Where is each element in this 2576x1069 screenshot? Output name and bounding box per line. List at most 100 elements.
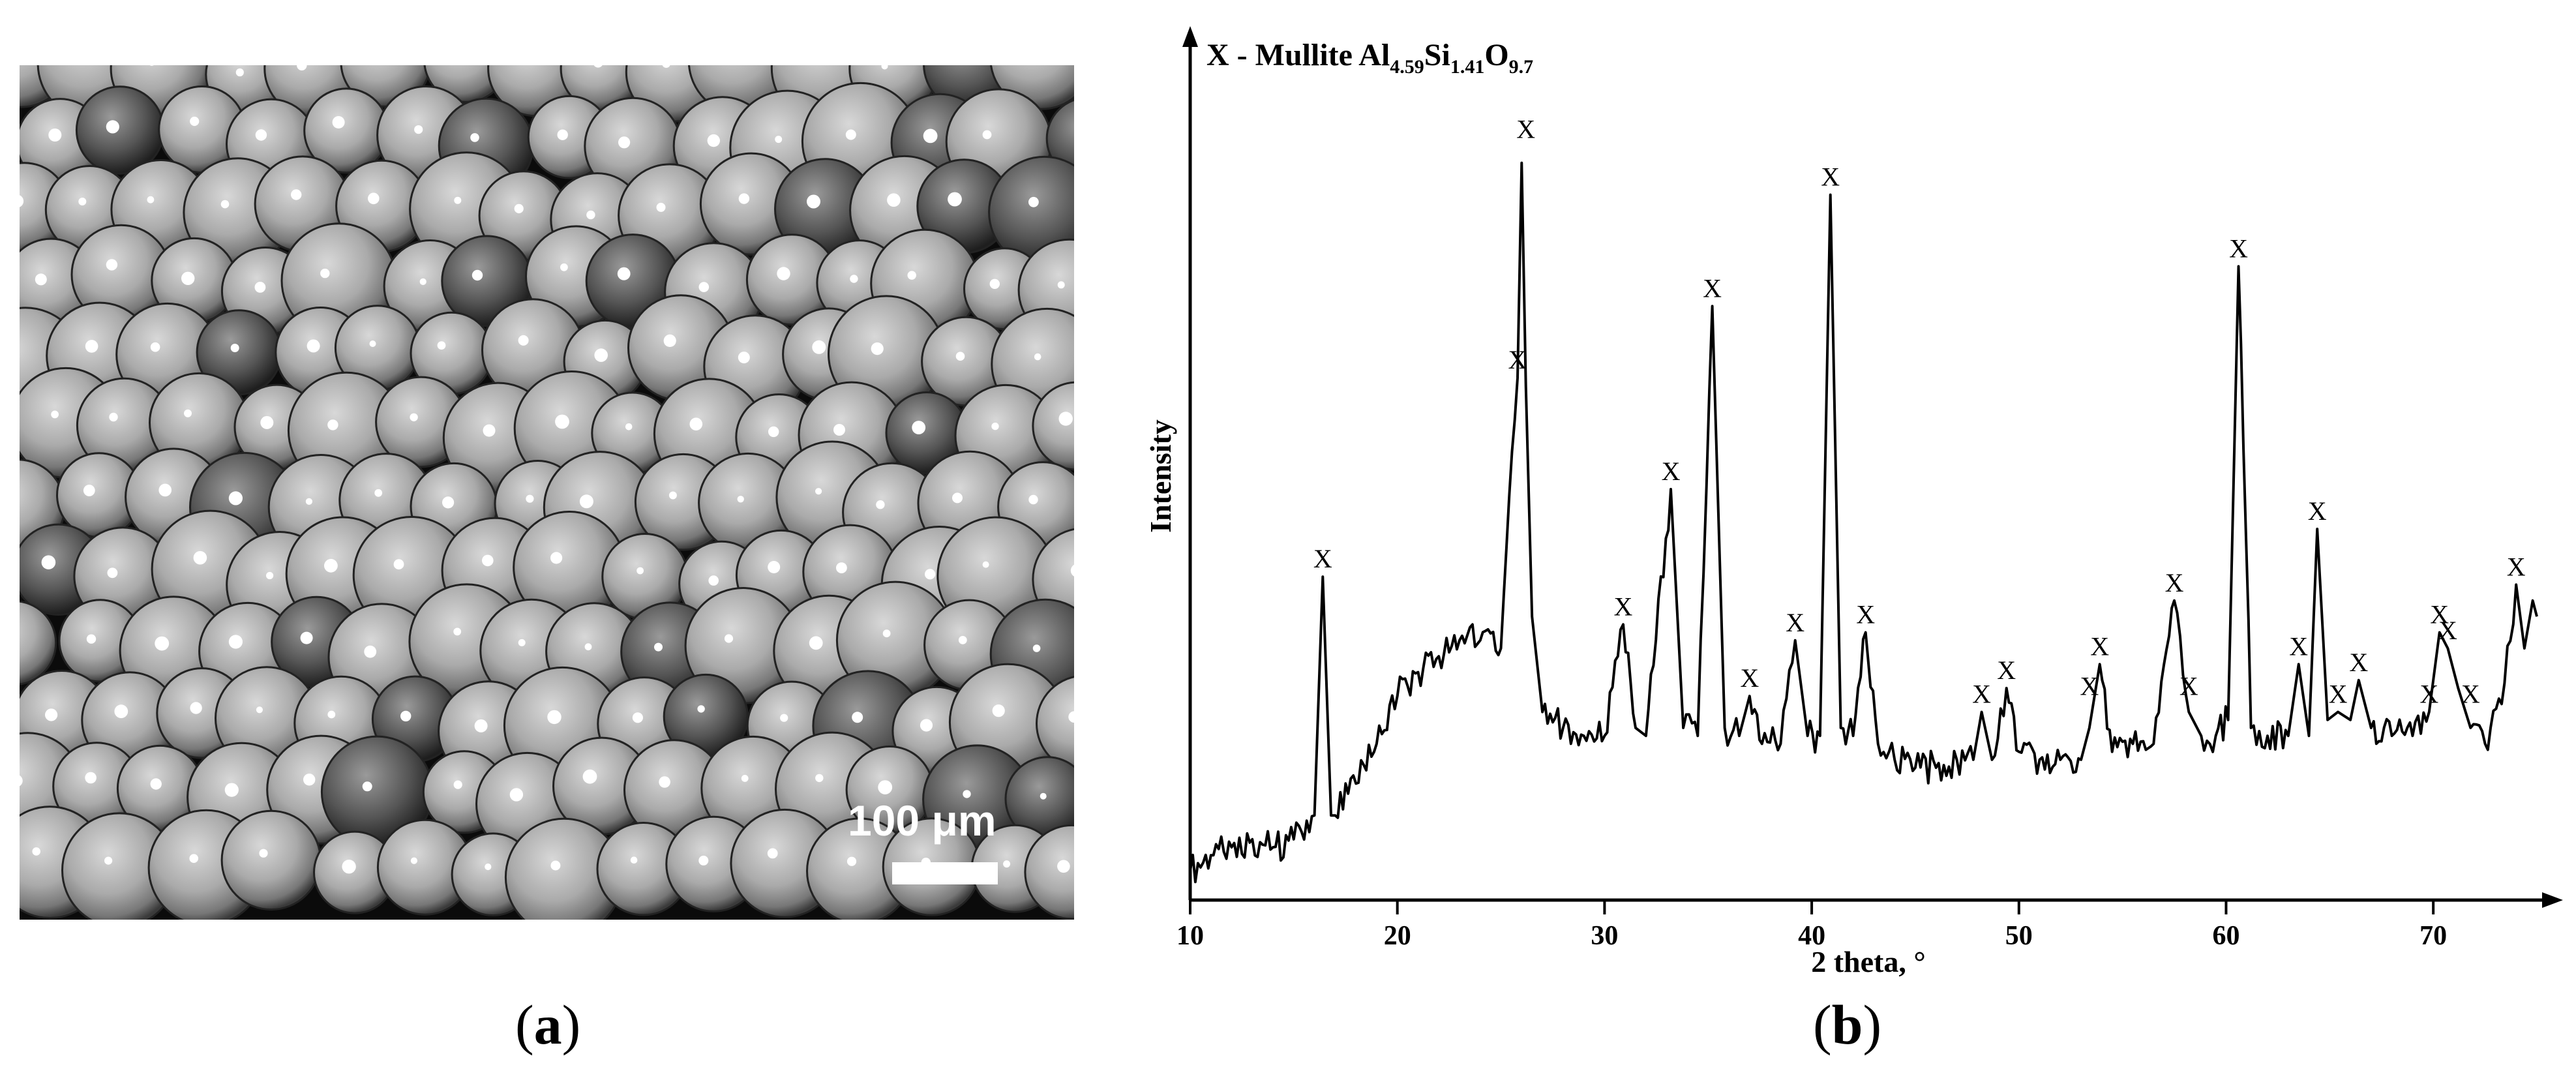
particle-highlight [815,774,824,783]
x-tick-label: 50 [2005,921,2033,951]
particle-highlight [654,642,663,652]
scale-bar-label: 100 μm [848,796,996,845]
particle-highlight [509,788,524,802]
sem-micrograph-image [20,65,1074,920]
y-axis-label: Intensity [1144,419,1177,533]
particle-highlight [189,854,199,863]
particle-highlight [698,282,710,292]
particle-highlight [836,562,847,573]
particle-highlight [327,419,338,430]
particle-highlight [948,192,962,207]
peak-marker-label: X [1997,655,2016,685]
particle-highlight [518,335,529,346]
particle-highlight [228,491,243,505]
particle-highlight [1032,644,1041,652]
panel-b-caption: (b) [1813,993,1882,1056]
particle-highlight [594,348,608,362]
particle-highlight [920,719,933,732]
particle-highlight [668,491,677,500]
particle-highlight [107,567,118,579]
peak-marker-label: X [1313,544,1332,573]
particle-highlight [410,857,418,864]
peak-marker-label: X [1662,457,1681,486]
particle-highlight [181,271,195,285]
particle-highlight [777,267,790,280]
particle-highlight [254,282,266,293]
particle-highlight [833,424,845,436]
particle-highlight [106,259,118,271]
particle-highlight [109,412,118,422]
particle-highlight [193,550,207,565]
particle-highlight [85,340,98,353]
peak-marker-label: X [2438,616,2457,645]
particle-highlight [327,710,336,719]
peak-marker-label: X [2430,600,2449,629]
particle-highlight [220,200,230,209]
particle-highlight [470,133,479,142]
particle-highlight [989,279,1000,289]
particle-highlight [963,790,971,798]
particle-highlight [689,417,703,430]
particle-highlight [697,705,705,713]
particle-highlight [617,267,631,280]
particle-highlight [474,719,488,732]
particle-highlight [550,552,563,564]
particle-highlight [881,65,888,70]
particle-highlight [83,485,95,496]
particle-highlight [266,571,274,580]
peak-marker-label: X [1972,680,1991,709]
particle-highlight [485,863,492,871]
particle-highlight [845,129,856,140]
particle-highlight [982,130,992,140]
particle-highlight [555,414,569,429]
peak-marker-label: X [1821,162,1840,192]
x-tick-label: 60 [2212,921,2239,951]
particle-highlight [472,269,483,281]
particle-highlight [32,847,40,856]
particle-highlight [483,424,496,437]
particle-highlight [707,134,721,147]
x-axis-label: 2 theta, ° [1811,945,1926,978]
x-tick-label: 40 [1798,921,1825,951]
particle-highlight [992,704,1005,717]
particle-highlight [303,774,316,786]
particle-highlight [1070,564,1074,577]
particle-highlight [768,426,779,438]
particle-highlight [332,116,345,128]
particle-highlight [1028,494,1038,505]
particle-highlight [807,194,820,209]
particle-highlight [362,781,372,792]
peak-marker-label: X [2461,680,2480,709]
particle-highlight [453,780,462,789]
particle-highlight [625,423,633,430]
particle-highlight [912,421,926,434]
particle-highlight [1040,792,1047,800]
x-tick-label: 30 [1591,921,1618,951]
particle-highlight [878,780,893,794]
particle-highlight [300,631,313,644]
particle-highlight [368,192,380,205]
peak-marker-label: X [1856,600,1875,629]
particle-highlight [662,65,670,68]
particle-highlight [184,409,192,417]
particle-highlight [850,275,858,283]
scale-bar [892,862,998,884]
particle-highlight [342,860,356,874]
particle-highlight [45,708,58,721]
particle-highlight [724,634,734,643]
peak-marker-label: X [2090,631,2109,661]
particle-highlight [393,559,404,570]
particle-highlight [991,422,999,430]
particle-highlight [86,634,97,644]
particle-highlight [419,278,427,285]
particle-highlight [708,575,719,586]
particle-highlight [582,769,597,784]
particle-highlight [437,341,446,350]
particle-highlight [775,136,783,143]
particle-sphere [220,809,322,911]
particle-highlight [147,196,155,203]
x-tick-label: 10 [1176,921,1204,951]
particle-highlight [20,775,23,787]
peak-marker-label: X [2349,648,2368,677]
particle-highlight [35,273,47,286]
